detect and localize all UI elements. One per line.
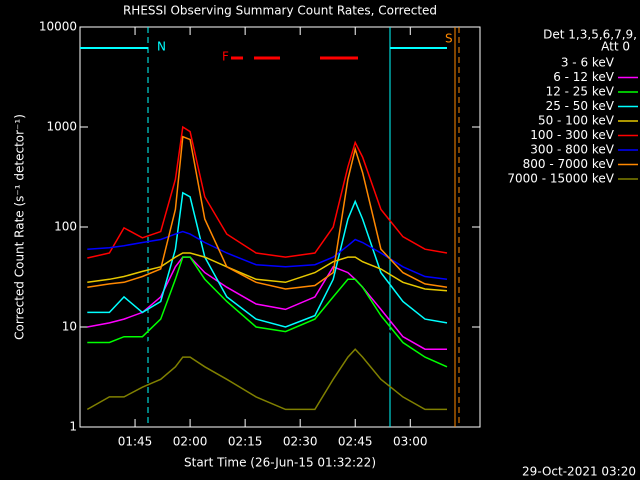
annotation: N [157, 40, 166, 54]
series-line [87, 256, 448, 368]
x-axis-label: Start Time (26-Jun-15 01:32:22) [184, 456, 376, 470]
series-line [87, 191, 448, 328]
y-tick-label: 10000 [39, 20, 77, 34]
y-tick-label: 10 [62, 320, 77, 334]
y-tick-label: 100 [54, 220, 77, 234]
y-axis-label: Corrected Count Rate (s⁻¹ detector⁻¹) [13, 114, 27, 340]
x-tick-label: 03:00 [393, 435, 428, 449]
legend-header: Att 0 [601, 40, 630, 54]
series-line [87, 230, 448, 281]
timestamp: 29-Oct-2021 03:20 [522, 465, 636, 479]
legend-label: 300 - 800 keV [530, 143, 614, 157]
legend-label: 6 - 12 keV [553, 70, 615, 84]
series-line [87, 135, 448, 290]
series-line [87, 256, 447, 350]
x-tick-label: 02:30 [283, 435, 318, 449]
legend-label: 7000 - 15000 keV [507, 172, 614, 186]
y-tick-label: 1 [69, 420, 77, 434]
legend-label: 25 - 50 keV [546, 99, 615, 113]
x-tick-label: 02:15 [228, 435, 263, 449]
legend-label: 100 - 300 keV [530, 128, 614, 142]
legend-label: 12 - 25 keV [546, 85, 615, 99]
legend-label: 800 - 7000 keV [523, 157, 615, 171]
plot-frame [79, 26, 481, 428]
legend-label: 50 - 100 keV [538, 114, 615, 128]
x-tick-label: 01:45 [118, 435, 153, 449]
legend-label: 3 - 6 keV [561, 56, 615, 70]
x-tick-label: 02:00 [173, 435, 208, 449]
y-tick-label: 1000 [46, 120, 77, 134]
x-tick-label: 02:45 [338, 435, 373, 449]
series-line [86, 348, 447, 411]
annotation: S [445, 32, 453, 46]
annotation: F [222, 50, 229, 64]
series-line [87, 125, 448, 259]
chart-title: RHESSI Observing Summary Count Rates, Co… [123, 4, 437, 18]
legend-header: Det 1,3,5,6,7,9, [543, 28, 637, 42]
series-line [87, 252, 448, 292]
